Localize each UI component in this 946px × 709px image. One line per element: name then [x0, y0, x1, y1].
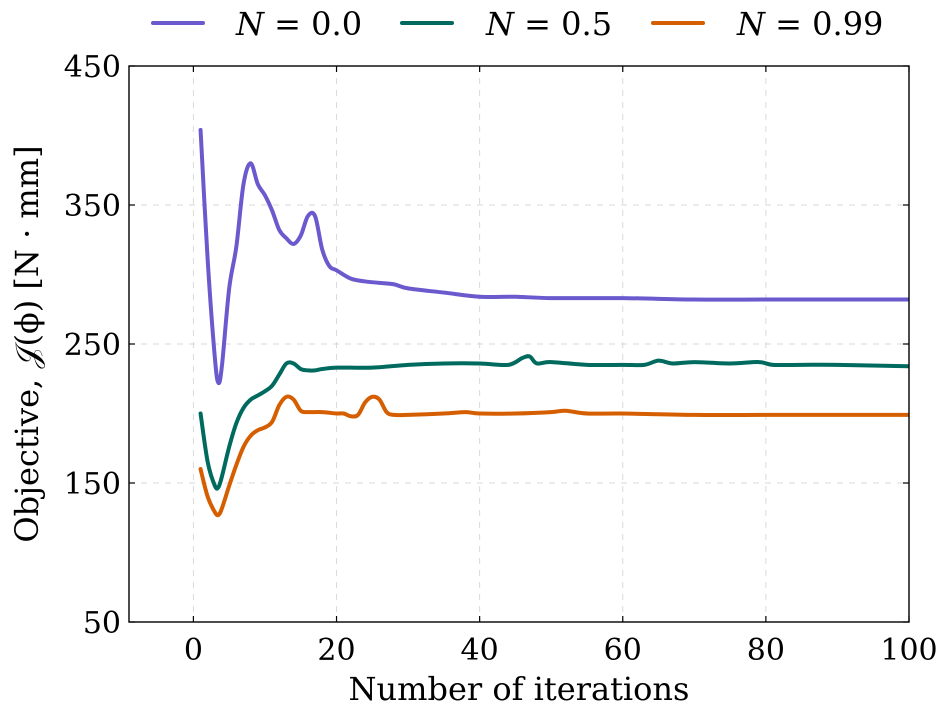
- y-tick-label: 450: [64, 50, 121, 85]
- x-tick-label: 60: [604, 633, 642, 668]
- y-tick-label: 50: [83, 606, 121, 641]
- series-line-0: [198, 127, 909, 386]
- legend-label-2: N = 0.99: [736, 5, 883, 43]
- legend-eq-2: = 0.99: [765, 5, 883, 43]
- legend-item-2: N = 0.99: [651, 5, 883, 43]
- y-tick-label: 150: [64, 467, 121, 502]
- legend-item-0: N = 0.0: [151, 5, 362, 43]
- y-tick-label: 250: [64, 328, 121, 363]
- grid: [129, 65, 910, 623]
- legend: N = 0.0 N = 0.5 N = 0.99: [151, 5, 883, 43]
- legend-item-1: N = 0.5: [400, 5, 612, 43]
- series-line-1: [198, 354, 909, 491]
- x-tick-label: 80: [747, 633, 785, 668]
- legend-label-1: N = 0.5: [485, 5, 612, 43]
- series-line-2: [198, 394, 909, 518]
- ticks: [129, 65, 910, 623]
- series-layer: [198, 127, 909, 518]
- legend-eq-0: = 0.0: [264, 5, 362, 43]
- legend-label-0: N = 0.0: [235, 5, 362, 43]
- legend-var-1: N: [485, 5, 515, 43]
- legend-eq-1: = 0.5: [514, 5, 612, 43]
- y-axis-title: Objective, 𝒥(ϕ) [N · mm]: [8, 145, 46, 542]
- legend-var-2: N: [736, 5, 766, 43]
- y-tick-label: 350: [64, 189, 121, 224]
- legend-var-0: N: [235, 5, 265, 43]
- x-tick-label: 20: [317, 633, 355, 668]
- x-tick-label: 0: [184, 633, 203, 668]
- tick-labels: 0 20 40 60 80 100 50 150 250 350 450: [64, 50, 938, 668]
- x-tick-label: 100: [880, 633, 937, 668]
- x-tick-label: 40: [461, 633, 499, 668]
- x-axis-title: Number of iterations: [349, 670, 690, 708]
